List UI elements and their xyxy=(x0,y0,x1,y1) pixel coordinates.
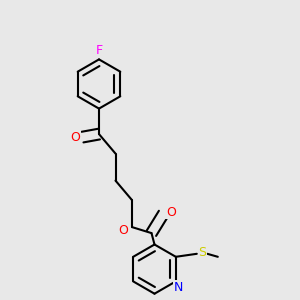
Text: O: O xyxy=(118,224,128,237)
Text: O: O xyxy=(166,206,176,219)
Text: S: S xyxy=(198,246,206,259)
Text: F: F xyxy=(95,44,103,57)
Text: O: O xyxy=(70,130,80,144)
Text: N: N xyxy=(174,281,184,294)
